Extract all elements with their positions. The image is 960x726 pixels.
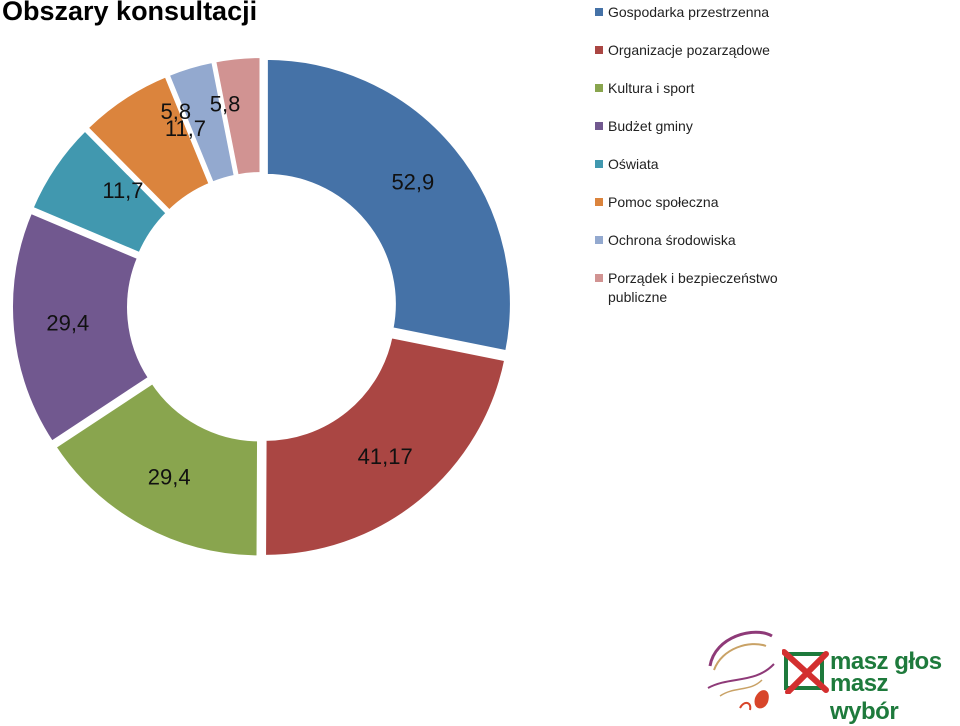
legend-item: Kultura i sport [595, 79, 835, 117]
legend-swatch [595, 160, 603, 168]
data-label-4: 29,4 [46, 311, 89, 336]
data-label-3: 29,4 [148, 464, 191, 489]
legend-label: Oświata [608, 156, 659, 172]
chart-legend: Gospodarka przestrzenna Organizacje pozar… [595, 3, 835, 307]
legend-item: Pomoc społeczna [595, 193, 835, 231]
legend-swatch [595, 8, 603, 16]
donut-slices [9, 54, 514, 560]
masz-wybor-text: masz wybór [830, 670, 899, 725]
legend-item: Porządek i bezpieczeństwo publiczne [595, 269, 835, 307]
legend-item: Budżet gminy [595, 117, 835, 155]
data-label-6: 11,7 [165, 116, 206, 141]
data-label-2: 41,17 [358, 444, 413, 469]
legend-label: Pomoc społeczna [608, 194, 719, 210]
masz-glos-text: masz głos [830, 648, 942, 675]
legend-item: Organizacje pozarządowe [595, 41, 835, 79]
legend-label: Gospodarka przestrzenna [608, 4, 770, 20]
legend-label: Budżet gminy [608, 118, 693, 134]
legend-label: Kultura i sport [608, 80, 695, 96]
donut-slice-2 [262, 333, 509, 559]
legend-label: Porządek i bezpieczeństwo publiczne [608, 270, 778, 305]
legend-label: Ochrona środowiska [608, 232, 736, 248]
legend-item: Ochrona środowiska [595, 231, 835, 269]
legend-swatch [595, 46, 603, 54]
donut-slice-4 [9, 208, 153, 446]
chart-title: Obszary konsultacji [2, 0, 258, 26]
legend-swatch [595, 84, 603, 92]
data-label-1: 52,9 [391, 169, 434, 194]
data-label-5: 11,7 [102, 178, 143, 203]
donut-slice-1 [263, 55, 514, 355]
cross-logo-icon [782, 649, 829, 694]
legend-label: Organizacje pozarządowe [608, 42, 770, 58]
donut-slice-3 [51, 379, 262, 560]
legend-swatch [595, 236, 603, 244]
legend-swatch [595, 122, 603, 130]
legend-swatch [595, 198, 603, 206]
legend-swatch [595, 274, 603, 282]
donut-slice-8 [211, 54, 264, 179]
data-label-8: 5,8 [210, 92, 241, 117]
legend-item: Gospodarka przestrzenna [595, 3, 835, 41]
consultation-logo [707, 630, 775, 711]
legend-item: Oświata [595, 155, 835, 193]
data-label-7: 5,8 [160, 99, 191, 124]
